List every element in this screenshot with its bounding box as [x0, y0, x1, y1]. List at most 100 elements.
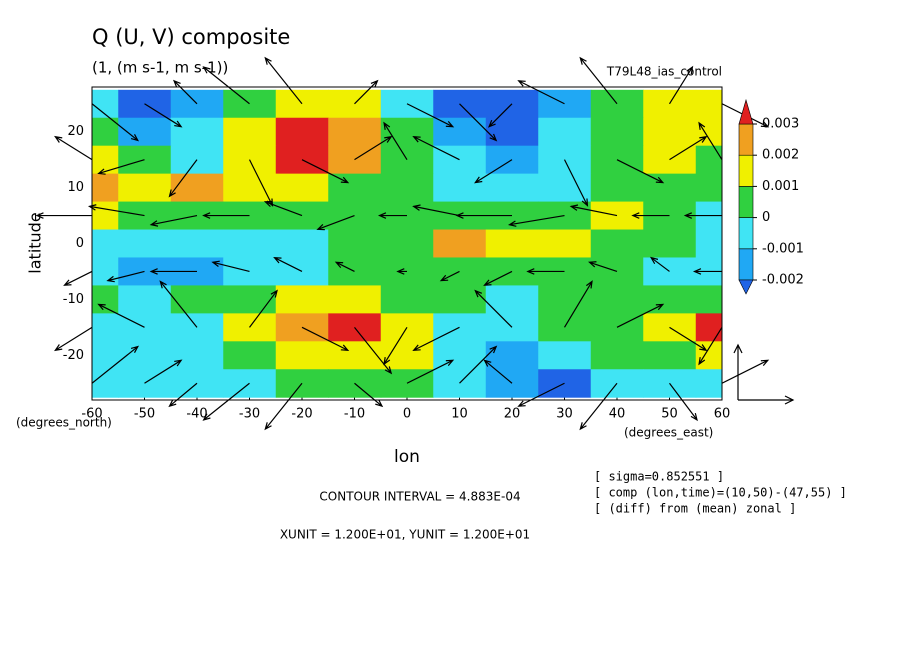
- contour-cell: [538, 313, 592, 342]
- info-line: [ (diff) from (mean) zonal ]: [594, 502, 796, 516]
- contour-cell: [643, 341, 697, 370]
- contour-cell: [433, 285, 487, 314]
- contour-cell: [92, 229, 119, 258]
- contour-cell: [328, 285, 382, 314]
- colorbar-segment: [738, 123, 754, 156]
- vector-arrow: [264, 382, 303, 431]
- contour-cell: [223, 173, 277, 203]
- contour-cell: [590, 117, 644, 147]
- chart-title: Q (U, V) composite: [92, 25, 290, 49]
- vector-arrow: [106, 270, 145, 283]
- vector-arrow: [563, 280, 593, 328]
- contour-cell: [485, 117, 539, 147]
- contour-cell: [433, 257, 487, 286]
- contour-cell: [485, 173, 539, 203]
- vector-arrow: [526, 268, 565, 275]
- contour-cell: [118, 201, 172, 231]
- vector-arrow: [517, 80, 565, 105]
- vector-arrow: [563, 159, 589, 207]
- x-tick-label: 20: [504, 407, 521, 422]
- reference-vector: [733, 343, 795, 405]
- contour-cell: [328, 229, 382, 258]
- contour-cell: [223, 257, 277, 286]
- y-tick-label: 10: [67, 180, 84, 195]
- contour-cell: [485, 369, 539, 398]
- contour-interval: CONTOUR INTERVAL = 4.883E-04: [319, 490, 520, 504]
- contour-cell: [275, 229, 329, 258]
- contour-cell: [170, 341, 224, 370]
- vector-arrow: [202, 382, 250, 421]
- vector-arrow: [149, 268, 197, 275]
- colorbar-segment: [738, 248, 754, 281]
- vector-arrow: [202, 212, 250, 219]
- contour-cell: [328, 173, 382, 203]
- contour-cell: [380, 173, 434, 203]
- contour-cell: [223, 341, 277, 370]
- contour-cell: [590, 341, 644, 370]
- vector-arrow: [168, 382, 198, 408]
- colorbar-label: 0.003: [762, 117, 799, 132]
- contour-cell: [485, 229, 539, 258]
- vector-arrow: [354, 326, 393, 375]
- contour-cell: [223, 89, 277, 119]
- vector-arrow: [97, 303, 145, 328]
- contour-cell: [643, 117, 697, 147]
- vector-arrow: [721, 359, 770, 384]
- x-tick-label: 0: [403, 407, 411, 422]
- vector-arrow: [631, 212, 670, 219]
- vector-arrow: [412, 136, 460, 161]
- contour-cell: [170, 313, 224, 342]
- vector-field: [35, 56, 770, 431]
- vector-arrow: [698, 327, 723, 366]
- x-tick-label: -20: [291, 407, 312, 422]
- contour-cell: [92, 313, 119, 342]
- contour-cell: [328, 341, 382, 370]
- contour-cell: [538, 369, 592, 398]
- contour-cell: [485, 145, 539, 175]
- contour-cell: [643, 229, 697, 258]
- y-units: (degrees_north): [16, 416, 112, 430]
- contour-cell: [118, 145, 172, 175]
- contour-cell: [170, 229, 224, 258]
- contour-cell: [92, 201, 119, 231]
- x-tick-label: 60: [714, 407, 731, 422]
- vector-arrow: [439, 270, 460, 282]
- vector-arrow: [354, 135, 393, 161]
- contour-cell: [92, 285, 119, 314]
- vector-arrow: [149, 214, 198, 227]
- contour-cell: [538, 341, 592, 370]
- contour-cell: [118, 173, 172, 203]
- vector-arrow: [249, 289, 278, 328]
- vector-arrow: [211, 260, 250, 273]
- vector-arrow: [396, 268, 407, 275]
- x-tick-label: 30: [556, 407, 573, 422]
- contour-cell: [485, 341, 539, 370]
- y-tick-label: -20: [63, 348, 84, 363]
- contour-cell: [170, 117, 224, 147]
- vector-arrow: [91, 345, 140, 384]
- vector-arrow: [507, 214, 565, 227]
- vector-arrow: [301, 326, 350, 351]
- contour-cell: [223, 369, 277, 398]
- contour-cell: [380, 229, 434, 258]
- vector-arrow: [63, 270, 93, 286]
- vector-arrow: [316, 214, 355, 231]
- contour-cell: [118, 117, 172, 147]
- vector-arrow: [588, 261, 618, 273]
- vector-arrow: [616, 159, 665, 184]
- x-tick-label: -40: [186, 407, 207, 422]
- contour-cell: [170, 369, 224, 398]
- y-tick-label: -10: [63, 292, 84, 307]
- vector-arrow: [683, 212, 722, 219]
- contour-cell: [643, 89, 697, 119]
- vector-arrow: [579, 382, 618, 431]
- contour-cell: [590, 257, 644, 286]
- contour-cell: [433, 173, 487, 203]
- contour-cell: [275, 341, 329, 370]
- colorbar-segment: [738, 217, 754, 250]
- contour-cell: [695, 173, 722, 203]
- contour-cell: [170, 285, 224, 314]
- vector-arrow: [273, 257, 303, 272]
- vector-arrow: [483, 359, 513, 384]
